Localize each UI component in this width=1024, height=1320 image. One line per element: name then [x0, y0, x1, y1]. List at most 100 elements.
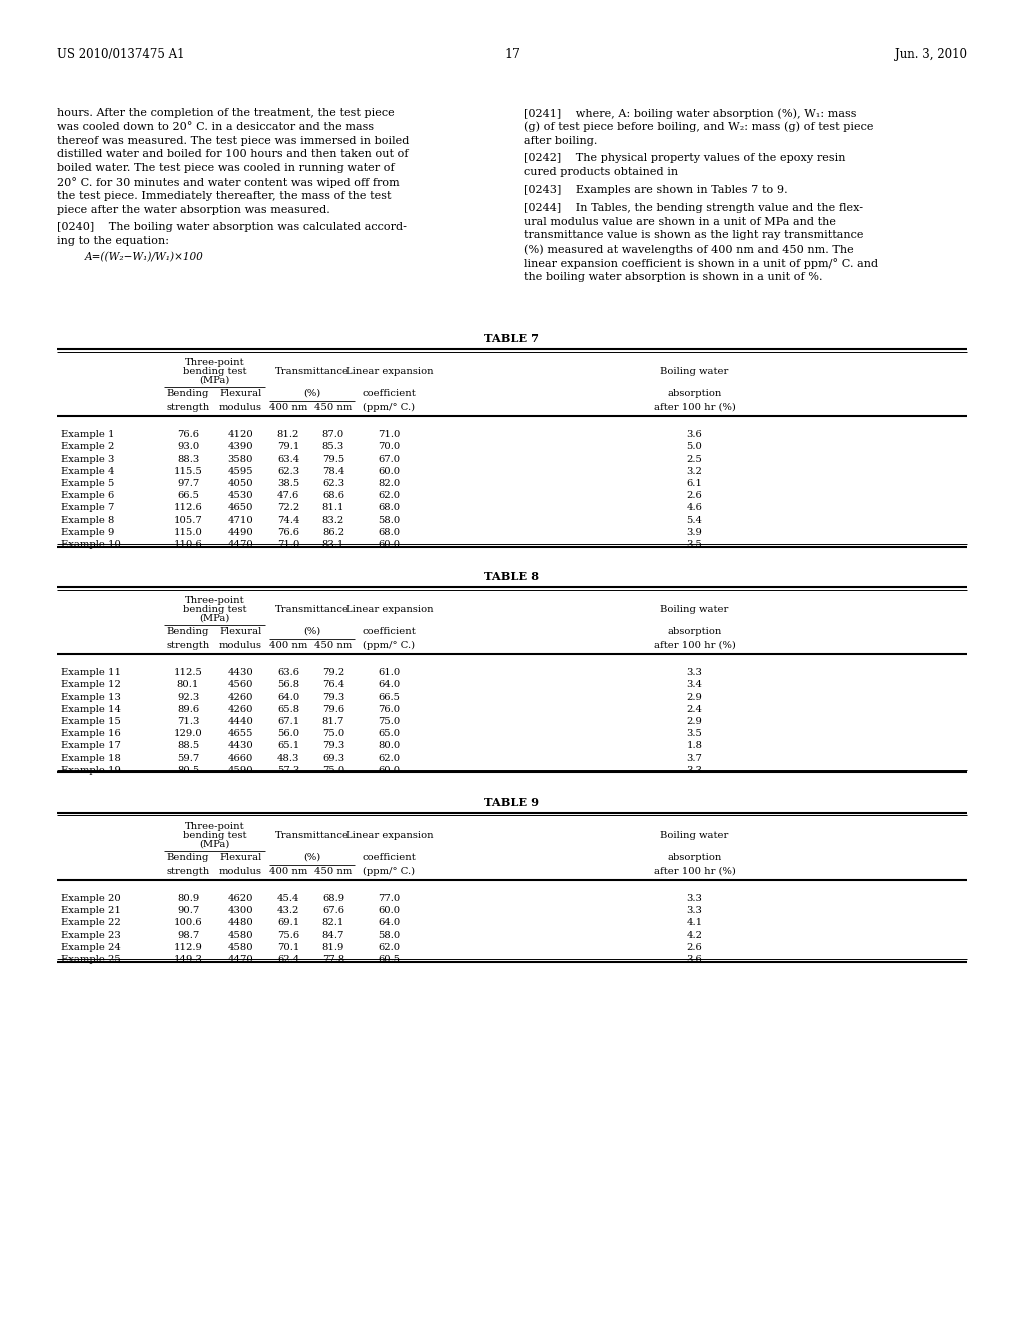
- Text: bending test: bending test: [182, 367, 246, 376]
- Text: Example 3: Example 3: [61, 454, 115, 463]
- Text: Flexural: Flexural: [219, 389, 261, 399]
- Text: 100.6: 100.6: [174, 919, 203, 928]
- Text: Example 2: Example 2: [61, 442, 115, 451]
- Text: (ppm/° C.): (ppm/° C.): [364, 642, 416, 651]
- Text: 69.3: 69.3: [322, 754, 344, 763]
- Text: 4260: 4260: [227, 693, 253, 702]
- Text: ural modulus value are shown in a unit of MPa and the: ural modulus value are shown in a unit o…: [524, 216, 836, 227]
- Text: (ppm/° C.): (ppm/° C.): [364, 403, 416, 412]
- Text: 1.8: 1.8: [686, 742, 702, 750]
- Text: 5.4: 5.4: [686, 516, 702, 524]
- Text: Flexural: Flexural: [219, 853, 261, 862]
- Text: after boiling.: after boiling.: [524, 136, 597, 145]
- Text: 3.5: 3.5: [686, 540, 702, 549]
- Text: 71.0: 71.0: [276, 540, 299, 549]
- Text: Bending: Bending: [167, 389, 209, 399]
- Text: 85.3: 85.3: [322, 442, 344, 451]
- Text: 71.0: 71.0: [378, 430, 400, 440]
- Text: 56.8: 56.8: [276, 680, 299, 689]
- Text: cured products obtained in: cured products obtained in: [524, 168, 678, 177]
- Text: 115.5: 115.5: [173, 467, 203, 475]
- Text: Boiling water: Boiling water: [660, 605, 729, 614]
- Text: Example 11: Example 11: [61, 668, 121, 677]
- Text: 90.7: 90.7: [177, 907, 199, 915]
- Text: coefficient: coefficient: [362, 853, 417, 862]
- Text: 58.0: 58.0: [379, 516, 400, 524]
- Text: 5.0: 5.0: [686, 442, 702, 451]
- Text: 43.2: 43.2: [276, 907, 299, 915]
- Text: 4120: 4120: [227, 430, 253, 440]
- Text: 112.9: 112.9: [173, 942, 203, 952]
- Text: 60.0: 60.0: [379, 540, 400, 549]
- Text: Example 10: Example 10: [61, 540, 121, 549]
- Text: 57.3: 57.3: [276, 766, 299, 775]
- Text: (MPa): (MPa): [200, 614, 229, 623]
- Text: 4710: 4710: [227, 516, 253, 524]
- Text: Linear expansion: Linear expansion: [346, 605, 433, 614]
- Text: 2.6: 2.6: [687, 491, 702, 500]
- Text: 76.4: 76.4: [322, 680, 344, 689]
- Text: 65.1: 65.1: [276, 742, 299, 750]
- Text: bending test: bending test: [182, 605, 246, 614]
- Text: Example 22: Example 22: [61, 919, 121, 928]
- Text: after 100 hr (%): after 100 hr (%): [653, 642, 735, 649]
- Text: 3.3: 3.3: [686, 894, 702, 903]
- Text: 2.4: 2.4: [686, 705, 702, 714]
- Text: 75.0: 75.0: [322, 729, 344, 738]
- Text: 60.0: 60.0: [379, 907, 400, 915]
- Text: TABLE 7: TABLE 7: [484, 333, 540, 345]
- Text: 88.3: 88.3: [177, 454, 199, 463]
- Text: 2.9: 2.9: [686, 717, 702, 726]
- Text: 48.3: 48.3: [276, 754, 299, 763]
- Text: Example 4: Example 4: [61, 467, 115, 475]
- Text: 60.5: 60.5: [379, 954, 400, 964]
- Text: 4.2: 4.2: [686, 931, 702, 940]
- Text: 79.1: 79.1: [276, 442, 299, 451]
- Text: 62.0: 62.0: [379, 754, 400, 763]
- Text: 4.1: 4.1: [686, 919, 702, 928]
- Text: 4660: 4660: [227, 754, 253, 763]
- Text: 79.3: 79.3: [322, 742, 344, 750]
- Text: 4430: 4430: [227, 668, 253, 677]
- Text: absorption: absorption: [668, 627, 722, 636]
- Text: Transmittance: Transmittance: [275, 367, 349, 376]
- Text: Example 25: Example 25: [61, 954, 121, 964]
- Text: [0240]    The boiling water absorption was calculated accord-: [0240] The boiling water absorption was …: [57, 222, 407, 232]
- Text: 68.9: 68.9: [322, 894, 344, 903]
- Text: hours. After the completion of the treatment, the test piece: hours. After the completion of the treat…: [57, 108, 394, 117]
- Text: 115.0: 115.0: [173, 528, 203, 537]
- Text: bending test: bending test: [182, 830, 246, 840]
- Text: 64.0: 64.0: [379, 919, 400, 928]
- Text: piece after the water absorption was measured.: piece after the water absorption was mea…: [57, 205, 330, 215]
- Text: 450 nm: 450 nm: [313, 867, 352, 875]
- Text: 97.7: 97.7: [177, 479, 199, 488]
- Text: Example 17: Example 17: [61, 742, 121, 750]
- Text: 92.3: 92.3: [177, 693, 199, 702]
- Text: 3.6: 3.6: [687, 430, 702, 440]
- Text: (%) measured at wavelengths of 400 nm and 450 nm. The: (%) measured at wavelengths of 400 nm an…: [524, 244, 854, 255]
- Text: Boiling water: Boiling water: [660, 830, 729, 840]
- Text: 65.8: 65.8: [276, 705, 299, 714]
- Text: (%): (%): [303, 853, 321, 862]
- Text: Example 1: Example 1: [61, 430, 115, 440]
- Text: coefficient: coefficient: [362, 627, 417, 636]
- Text: (MPa): (MPa): [200, 840, 229, 849]
- Text: 3.3: 3.3: [686, 668, 702, 677]
- Text: 69.1: 69.1: [276, 919, 299, 928]
- Text: strength: strength: [166, 403, 210, 412]
- Text: 110.6: 110.6: [174, 540, 203, 549]
- Text: 4530: 4530: [227, 491, 253, 500]
- Text: 75.6: 75.6: [276, 931, 299, 940]
- Text: Bending: Bending: [167, 853, 209, 862]
- Text: Example 23: Example 23: [61, 931, 121, 940]
- Text: 2.5: 2.5: [686, 454, 702, 463]
- Text: 3.9: 3.9: [686, 528, 702, 537]
- Text: Three-point: Three-point: [184, 597, 245, 605]
- Text: Example 6: Example 6: [61, 491, 115, 500]
- Text: 62.3: 62.3: [276, 467, 299, 475]
- Text: 67.1: 67.1: [276, 717, 299, 726]
- Text: 66.5: 66.5: [379, 693, 400, 702]
- Text: ing to the equation:: ing to the equation:: [57, 236, 169, 247]
- Text: 2.9: 2.9: [686, 693, 702, 702]
- Text: 62.0: 62.0: [379, 942, 400, 952]
